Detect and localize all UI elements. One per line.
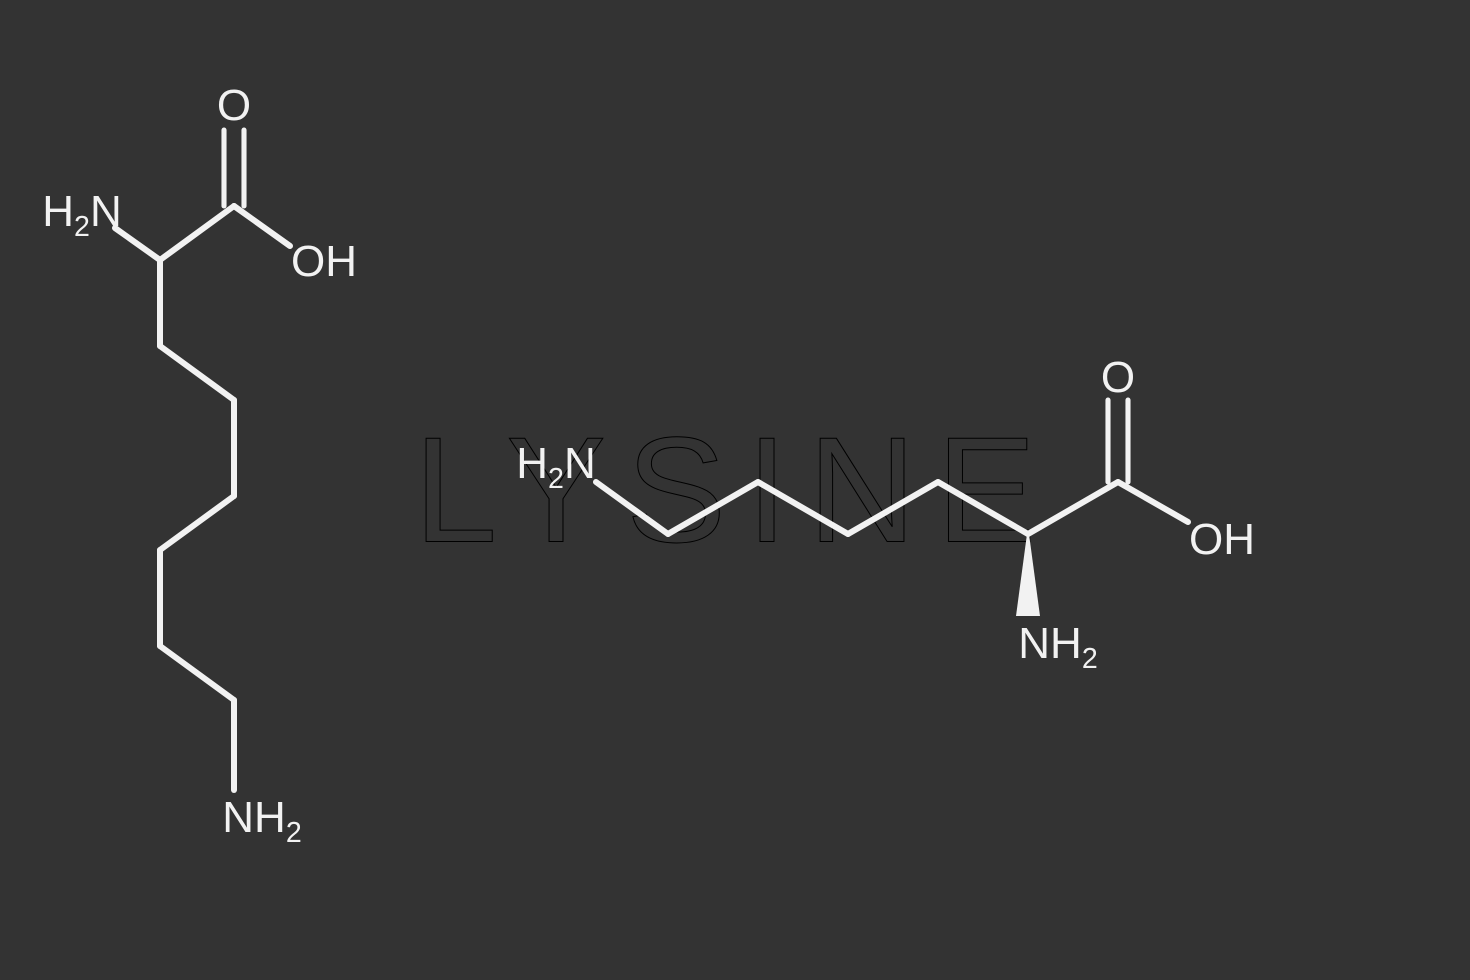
atom-label: H2N [42,187,121,237]
atom-label: NH2 [222,793,301,843]
molecule-diagram: LYSINE NH2H2NOOHH2NNH2OOH [0,0,1470,980]
atom-label: OH [291,237,357,287]
atom-label: NH2 [1018,619,1097,669]
atom-label: H2N [516,439,595,489]
atom-label: O [1101,353,1135,403]
atom-label: OH [1189,515,1255,565]
bond-layer [0,0,1470,980]
atom-label: O [217,81,251,131]
